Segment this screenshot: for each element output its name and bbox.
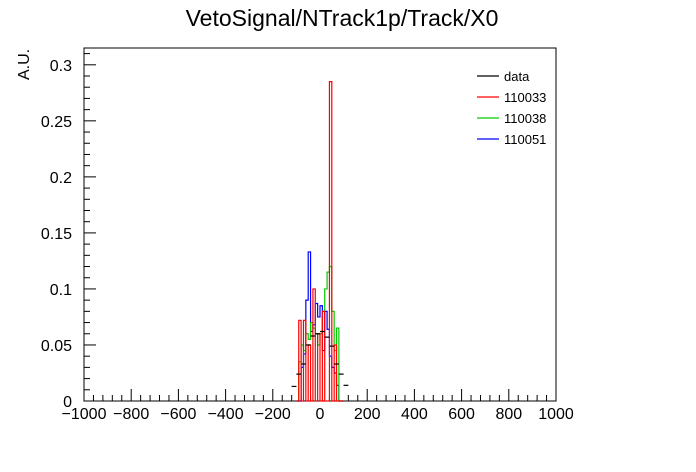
y-tick-label: 0 xyxy=(63,394,72,411)
x-tick-label: −1000 xyxy=(62,406,107,423)
x-axis: −1000 −800 −600 −400 −200 0 200 400 600 800 1000 xyxy=(62,389,574,423)
x-tick-label: 1000 xyxy=(538,406,574,423)
y-tick-label: 0.3 xyxy=(50,58,72,75)
y-axis: 0 0.05 0.1 0.15 0.2 0.25 0.3 xyxy=(41,53,96,411)
legend: data 110033 110038 110051 xyxy=(477,69,546,147)
x-tick-label: 400 xyxy=(401,406,428,423)
y-tick-label: 0.1 xyxy=(50,282,72,299)
y-tick-label: 0.2 xyxy=(50,170,72,187)
x-tick-label: 200 xyxy=(354,406,381,423)
y-tick-label: 0.15 xyxy=(41,226,72,243)
legend-label-data: data xyxy=(504,69,530,84)
x-tick-label: −600 xyxy=(160,406,196,423)
chart-title: VetoSignal/NTrack1p/Track/X0 xyxy=(186,5,499,31)
y-tick-label: 0.25 xyxy=(41,114,72,131)
x-tick-label: 800 xyxy=(495,406,522,423)
series-layer xyxy=(291,81,349,402)
x-tick-label: 600 xyxy=(448,406,475,423)
x-tick-label: 0 xyxy=(316,406,325,423)
legend-label-110051: 110051 xyxy=(504,132,546,147)
x-tick-label: −800 xyxy=(113,406,149,423)
series-110033-line xyxy=(296,81,344,402)
legend-label-110033: 110033 xyxy=(504,90,546,105)
legend-label-110038: 110038 xyxy=(504,111,546,126)
y-axis-label: A.U. xyxy=(16,49,33,80)
x-tick-label: −200 xyxy=(255,406,291,423)
x-tick-label: −400 xyxy=(208,406,244,423)
y-tick-label: 0.05 xyxy=(41,338,72,355)
